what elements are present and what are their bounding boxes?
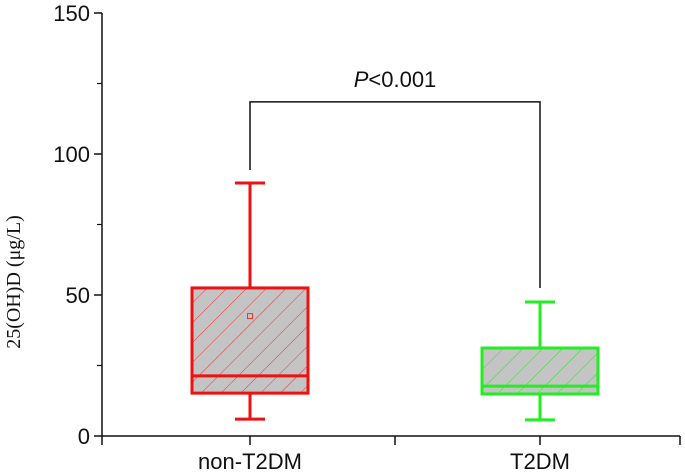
y-tick-label: 100	[53, 142, 90, 167]
box-t2dm	[480, 300, 600, 422]
mean-marker	[247, 313, 253, 320]
y-tick-label: 150	[53, 1, 90, 26]
significance-bracket	[249, 101, 541, 288]
y-tick-label: 0	[78, 424, 90, 449]
x-tick-label: non-T2DM	[198, 449, 302, 473]
box-non-t2dm	[190, 181, 310, 421]
axes: 0 50 100 150 non-T2DM T2DM	[53, 1, 681, 473]
boxes	[190, 181, 600, 422]
y-tick-label: 50	[66, 283, 90, 308]
y-axis-label: 25(OH)D (μg/L)	[3, 215, 25, 348]
x-tick-label: T2DM	[510, 449, 570, 473]
p-value-label: P<0.001	[354, 67, 437, 92]
significance-annotation: P<0.001	[249, 67, 541, 288]
